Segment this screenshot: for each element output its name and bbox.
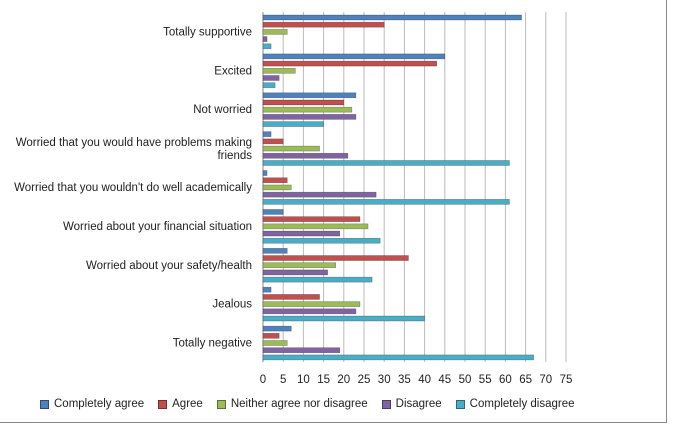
bar (262, 43, 272, 50)
bar (262, 36, 268, 42)
bar (262, 184, 292, 191)
bar (262, 286, 272, 293)
bar (262, 262, 337, 269)
legend-item: Agree (158, 398, 203, 410)
legend-swatch (158, 399, 168, 409)
bar (262, 92, 357, 99)
category-label: Worried about your financial situation (63, 221, 252, 233)
x-tick-label: 5 (280, 374, 286, 386)
legend-swatch (455, 399, 465, 409)
bar (262, 325, 292, 332)
bar (262, 347, 341, 354)
bar (262, 255, 409, 261)
x-tick-label: 50 (459, 374, 472, 386)
bar (262, 160, 510, 166)
bar (262, 191, 377, 198)
category-label: Jealous (212, 299, 252, 311)
bar (262, 237, 381, 244)
category-label: friends (217, 150, 252, 162)
x-tick-label: 35 (398, 374, 411, 386)
bar (262, 131, 272, 137)
bar (262, 145, 320, 152)
bar (262, 170, 268, 176)
bar (262, 276, 373, 283)
legend-label: Completely disagree (469, 398, 575, 410)
bar (262, 14, 522, 21)
legend-swatch (216, 399, 226, 409)
legend-swatch (381, 399, 391, 409)
bar (262, 75, 280, 81)
chart-frame (0, 0, 667, 423)
bar (262, 354, 534, 361)
bar (262, 315, 425, 322)
x-tick-label: 55 (479, 374, 492, 386)
x-tick-label: 40 (418, 374, 431, 386)
bar (262, 216, 361, 222)
x-tick-label: 60 (499, 374, 512, 386)
category-label: Worried that you wouldn't do well academ… (14, 182, 252, 194)
bar (262, 230, 341, 237)
x-tick-label: 45 (438, 374, 451, 386)
legend-item: Completely agree (40, 398, 144, 410)
x-tick-label: 0 (260, 374, 266, 386)
bar (262, 29, 288, 35)
legend-item: Completely disagree (455, 398, 575, 410)
legend: Completely agree Agree Neither agree nor d… (40, 398, 575, 410)
bar (262, 99, 345, 106)
bar (262, 114, 357, 120)
legend-label: Completely agree (54, 398, 145, 410)
x-tick-label: 20 (337, 374, 350, 386)
category-label: Excited (214, 65, 252, 77)
bar (262, 177, 288, 184)
legend-label: Disagree (395, 398, 442, 410)
x-tick-label: 30 (378, 374, 391, 386)
bar (262, 294, 320, 300)
x-tick-label: 10 (297, 374, 310, 386)
bar (262, 53, 446, 60)
bar (262, 269, 328, 276)
legend-item: Disagree (381, 398, 442, 410)
bar (262, 152, 349, 159)
bar (262, 121, 324, 127)
bar (262, 333, 280, 339)
bar (262, 340, 288, 346)
legend-label: Agree (172, 398, 203, 410)
legend-swatch (40, 399, 49, 409)
category-label: Worried that you would have problems mak… (16, 137, 252, 149)
category-label: Totally negative (173, 338, 252, 350)
legend-label: Neither agree nor disagree (230, 398, 368, 410)
bar (262, 209, 284, 215)
x-tick-label: 25 (358, 374, 371, 386)
bar (262, 106, 353, 113)
category-label: Worried about your safety/health (86, 260, 252, 272)
category-label: Totally supportive (163, 26, 252, 38)
bar (262, 301, 361, 307)
bar (262, 138, 284, 145)
bar (262, 60, 438, 67)
bar (262, 21, 385, 28)
bar (262, 223, 369, 230)
bar (262, 308, 357, 315)
bar (262, 67, 296, 74)
x-tick-label: 75 (560, 374, 573, 386)
bar (262, 82, 276, 88)
category-label: Not worried (193, 104, 252, 116)
x-tick-label: 65 (519, 374, 532, 386)
legend-item: Neither agree nor disagree (216, 398, 368, 410)
x-tick-label: 15 (317, 374, 330, 386)
bar (262, 248, 288, 254)
x-tick-label: 70 (539, 374, 552, 386)
bar (262, 199, 510, 205)
